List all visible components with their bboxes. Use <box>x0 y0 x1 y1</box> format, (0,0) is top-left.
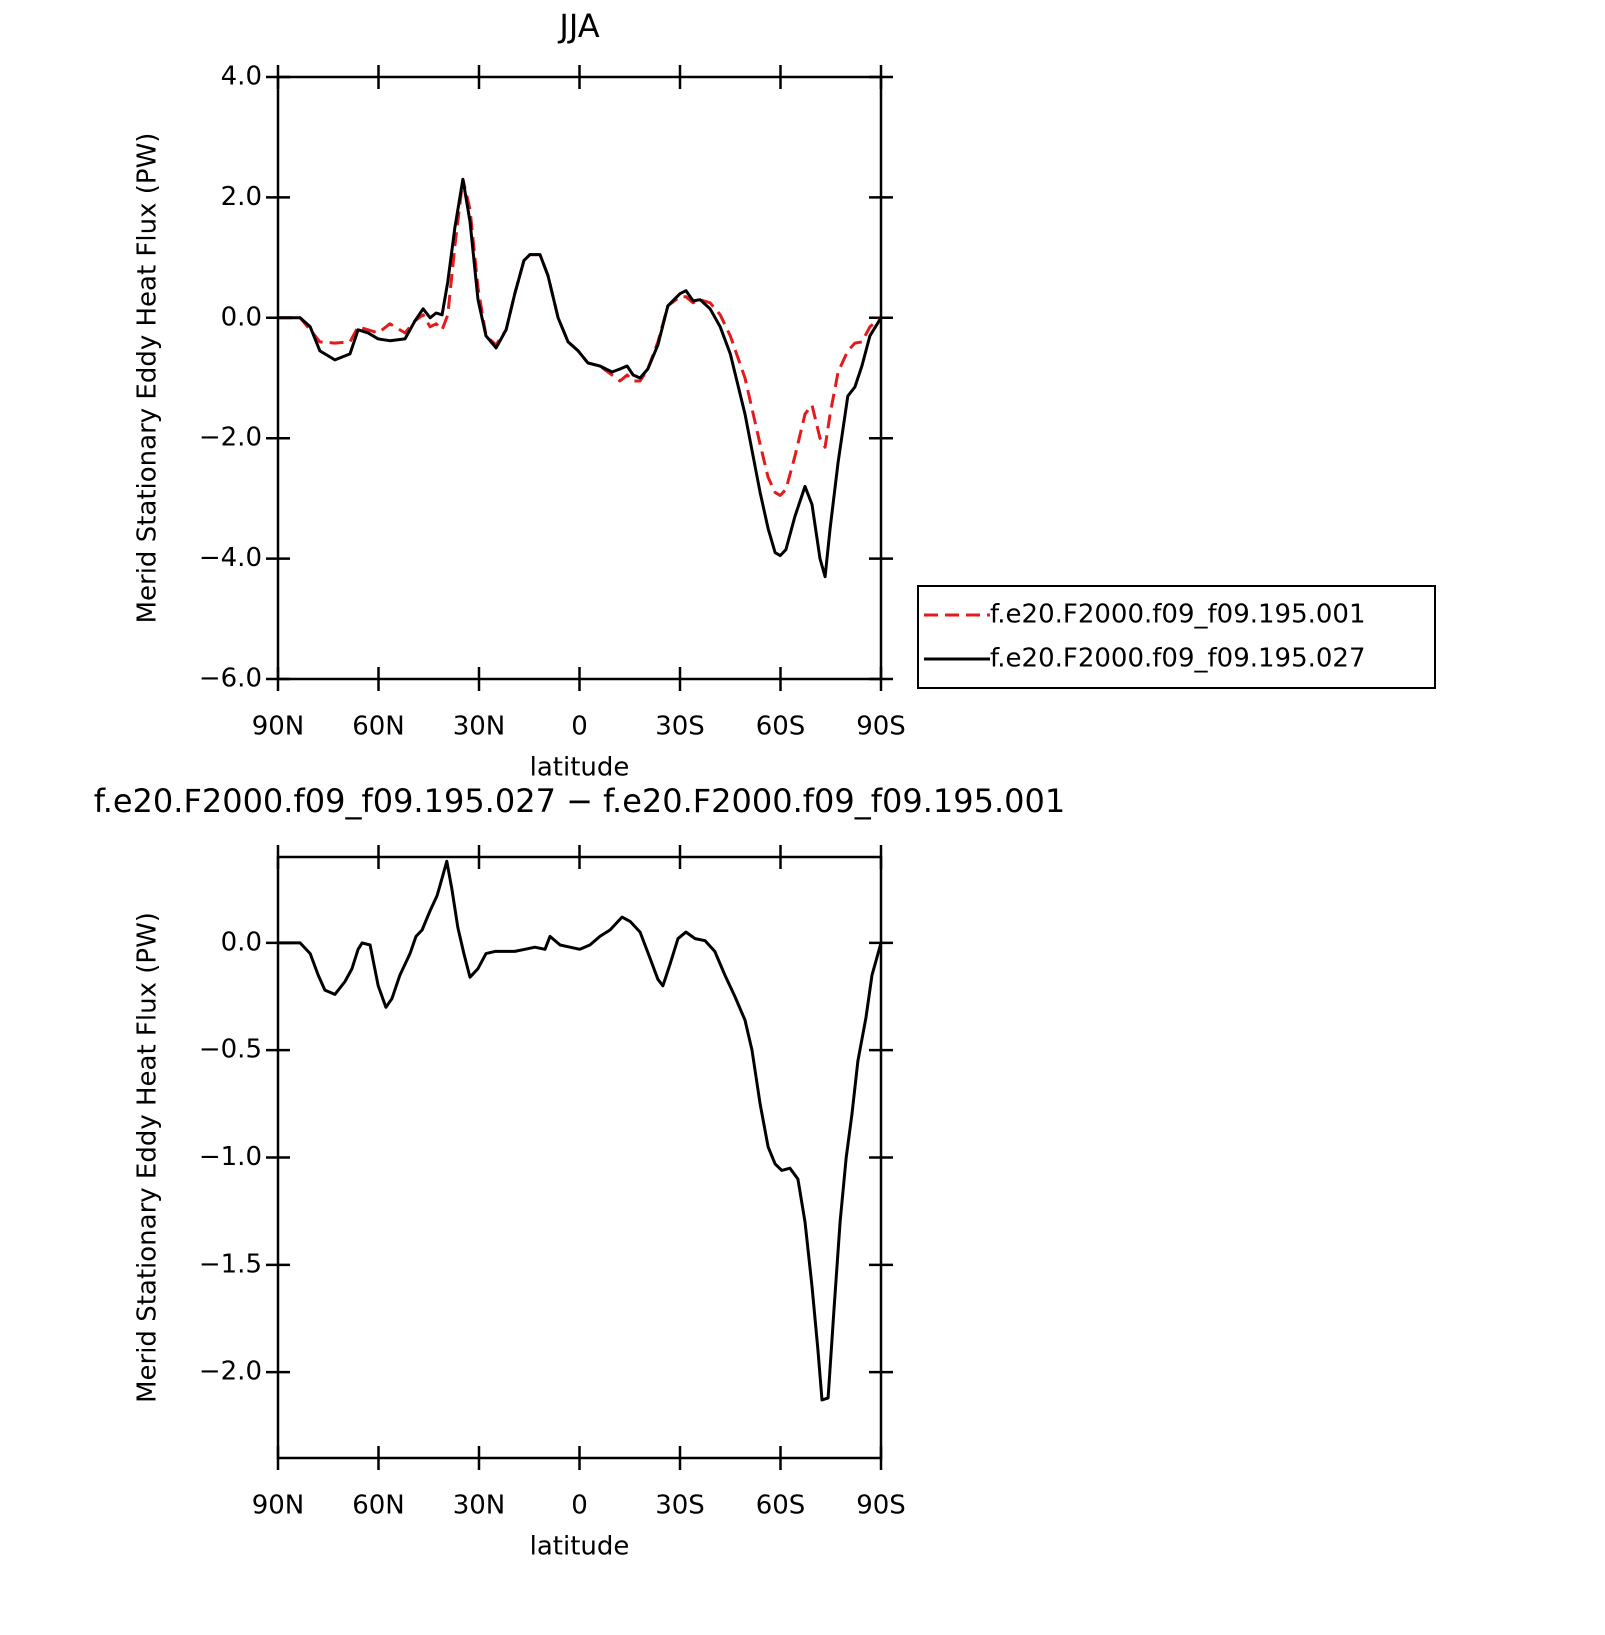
y-tick-label: 0.0 <box>221 302 262 332</box>
y-tick-label: 2.0 <box>221 182 262 212</box>
x-tick-label: 0 <box>571 712 588 742</box>
x-tick-label: 0 <box>571 1491 588 1521</box>
x-axis-label: latitude <box>530 753 630 783</box>
legend-box <box>917 585 1436 689</box>
x-tick-label: 60S <box>756 712 806 742</box>
chart-title: f.e20.F2000.f09_f09.195.027 − f.e20.F200… <box>94 782 1066 820</box>
x-tick-label: 30N <box>453 1491 506 1521</box>
legend-label: f.e20.F2000.f09_f09.195.027 <box>990 644 1366 674</box>
x-tick-label: 30N <box>453 712 506 742</box>
x-tick-label: 90N <box>252 1491 305 1521</box>
y-axis-label: Merid Stationary Eddy Heat Flux (PW) <box>133 133 163 624</box>
legend-label: f.e20.F2000.f09_f09.195.001 <box>990 600 1366 630</box>
x-axis-label: latitude <box>530 1532 630 1562</box>
y-tick-label: −4.0 <box>199 543 262 573</box>
x-tick-label: 60N <box>352 712 405 742</box>
y-tick-label: 4.0 <box>221 62 262 92</box>
line-series <box>278 177 882 497</box>
y-tick-label: −2.0 <box>199 423 262 453</box>
x-tick-label: 60N <box>352 1491 405 1521</box>
x-tick-label: 90S <box>856 1491 906 1521</box>
plot-frame <box>276 855 883 1460</box>
y-tick-label: −1.5 <box>199 1249 262 1279</box>
plot-frame <box>276 75 883 681</box>
x-tick-label: 90N <box>252 712 305 742</box>
line-series <box>278 859 883 1402</box>
line-series <box>278 177 883 579</box>
x-tick-label: 90S <box>856 712 906 742</box>
y-tick-label: −6.0 <box>199 664 262 694</box>
chart-title: JJA <box>557 7 599 45</box>
y-tick-label: −1.0 <box>199 1142 262 1172</box>
y-tick-label: −0.5 <box>199 1035 262 1065</box>
x-tick-label: 30S <box>655 712 705 742</box>
y-tick-label: 0.0 <box>221 927 262 957</box>
y-tick-label: −2.0 <box>199 1357 262 1387</box>
x-tick-label: 60S <box>756 1491 806 1521</box>
y-axis-label: Merid Stationary Eddy Heat Flux (PW) <box>133 912 163 1403</box>
x-tick-label: 30S <box>655 1491 705 1521</box>
